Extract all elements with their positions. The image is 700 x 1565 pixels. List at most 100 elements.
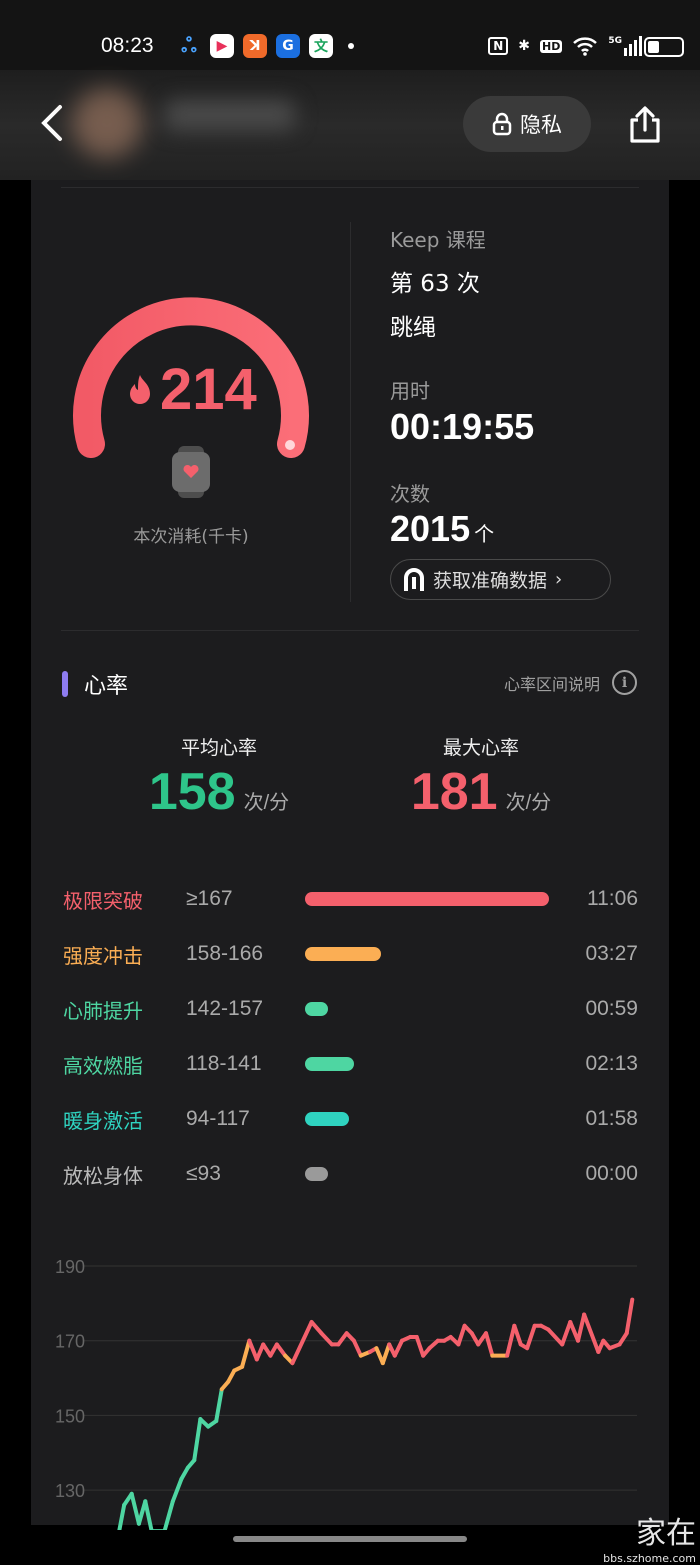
calorie-label: 本次消耗(千卡): [133, 527, 249, 547]
heart-rate-segment: [456, 1323, 467, 1347]
zone-range: 158-166: [186, 942, 264, 965]
heart-rate-zone-row: 强度冲击 158-166 03:27: [63, 939, 638, 969]
heart-rate-zone-help-link[interactable]: 心率区间说明 i: [504, 670, 637, 695]
heart-rate-segment: [624, 1297, 635, 1336]
heart-rate-segment: [143, 1499, 154, 1530]
back-button[interactable]: [40, 104, 64, 151]
zone-time: 00:59: [585, 997, 638, 1020]
heart-rate-segment: [247, 1338, 259, 1362]
zone-bar-fill: [305, 1167, 328, 1181]
status-bar: 08:23 ஃ ▶ ꓘ G 文 N ✱ HD 5G: [0, 0, 700, 70]
zone-bar: [305, 947, 549, 961]
zone-bar-fill: [305, 1002, 328, 1016]
avatar[interactable]: [72, 88, 142, 158]
heart-rate-segment: [525, 1323, 537, 1351]
zone-name: 暖身激活: [63, 1108, 143, 1133]
zone-range: 142-157: [186, 997, 264, 1020]
clock: 08:23: [101, 34, 154, 57]
heart-rate-segment: [129, 1491, 141, 1526]
course-count: 第 63 次: [390, 271, 480, 297]
count-value: 2015 个: [390, 508, 495, 549]
zone-name: 心肺提升: [63, 998, 143, 1023]
y-tick-label: 130: [55, 1481, 85, 1501]
get-accurate-data-button[interactable]: 获取准确数据 ›: [390, 559, 611, 600]
wifi-icon: [573, 37, 598, 56]
count-label: 次数: [390, 482, 430, 506]
zone-bar: [305, 1167, 549, 1181]
heart-rate-segment: [162, 1499, 175, 1530]
heart-rate-segment: [226, 1368, 237, 1384]
activity-name: 跳绳: [390, 315, 436, 341]
heart-rate-section-title: 心率: [62, 668, 128, 700]
zone-bar-fill: [305, 1057, 354, 1071]
bluetooth-icon: ✱: [518, 38, 530, 54]
heart-rate-zone-row: 暖身激活 94-117 01:58: [63, 1104, 638, 1134]
heart-rate-segment: [170, 1476, 184, 1504]
divider: [61, 630, 639, 631]
zone-name: 高效燃脂: [63, 1053, 143, 1078]
zone-time: 02:13: [585, 1052, 638, 1075]
lock-icon: [492, 112, 512, 136]
duration-label: 用时: [390, 379, 430, 403]
heart-rate-segment: [117, 1503, 127, 1530]
heart-rate-segment: [240, 1338, 252, 1369]
heart-rate-segment: [274, 1342, 288, 1358]
zone-bar-fill: [305, 1112, 349, 1126]
blue-app-icon: G: [276, 34, 300, 58]
zone-range: 118-141: [186, 1052, 262, 1075]
max-heart-rate: 最大心率 181 次/分: [410, 737, 552, 821]
workout-detail-card: 214 本次消耗(千卡) Keep 课程 第 63 次 跳绳 用时 00:19:…: [31, 180, 669, 1530]
heart-rate-segment: [512, 1323, 523, 1347]
signal-5g-icon: 5G: [608, 36, 642, 56]
heart-rate-segment: [380, 1342, 392, 1366]
orange-app-icon: ꓘ: [243, 34, 267, 58]
info-icon: i: [612, 670, 637, 695]
y-tick-label: 170: [55, 1332, 85, 1352]
heart-rate-segment: [290, 1320, 314, 1366]
zone-time: 00:00: [585, 1162, 638, 1185]
heart-rate-segment: [309, 1320, 324, 1336]
zone-range: ≥167: [186, 887, 233, 910]
zone-time: 11:06: [587, 887, 638, 910]
calorie-gauge: [73, 297, 309, 458]
heart-rate-zone-row: 心肺提升 142-157 00:59: [63, 994, 638, 1024]
heart-rate-segment: [319, 1331, 334, 1347]
privacy-button[interactable]: 隐私: [463, 96, 591, 152]
chevron-right-icon: ›: [555, 569, 563, 590]
divider: [61, 187, 639, 188]
zone-bar-fill: [305, 947, 381, 961]
jump-rope-icon: [404, 567, 424, 591]
video-app-icon: ▶: [210, 34, 234, 58]
home-indicator[interactable]: [233, 1536, 467, 1542]
y-tick-label: 150: [55, 1406, 85, 1426]
zone-range: 94-117: [186, 1107, 250, 1130]
course-label: Keep 课程: [390, 228, 486, 252]
calorie-value: 214: [126, 356, 257, 423]
duration-value: 00:19:55: [390, 406, 535, 447]
notification-icons: ஃ ▶ ꓘ G 文: [177, 32, 354, 58]
share-icon: [630, 106, 660, 143]
section-marker: [62, 671, 68, 697]
more-notifications-dot: [348, 43, 354, 49]
watch-heart-icon: [172, 446, 210, 498]
share-button[interactable]: [628, 106, 662, 148]
zone-bar: [305, 1057, 549, 1071]
baidu-netdisk-icon: ஃ: [181, 32, 197, 57]
heart-rate-segment: [254, 1342, 266, 1362]
zone-time: 03:27: [585, 942, 638, 965]
privacy-label: 隐私: [520, 113, 562, 137]
y-tick-label: 190: [55, 1257, 85, 1277]
heart-rate-segment: [505, 1323, 517, 1358]
divider: [350, 222, 351, 602]
heart-rate-segment: [582, 1312, 601, 1354]
heart-rate-segment: [546, 1327, 565, 1347]
zone-name: 极限突破: [63, 888, 143, 913]
gauge-end-dot: [285, 440, 295, 450]
nfc-icon: N: [488, 37, 509, 55]
battery-icon: [644, 37, 684, 57]
chevron-left-icon: [41, 105, 62, 141]
zone-bar-fill: [305, 892, 549, 906]
heart-rate-segment: [336, 1331, 349, 1347]
heart-rate-zone-row: 放松身体 ≤93 00:00: [63, 1159, 638, 1189]
heart-rate-segment: [617, 1331, 629, 1347]
